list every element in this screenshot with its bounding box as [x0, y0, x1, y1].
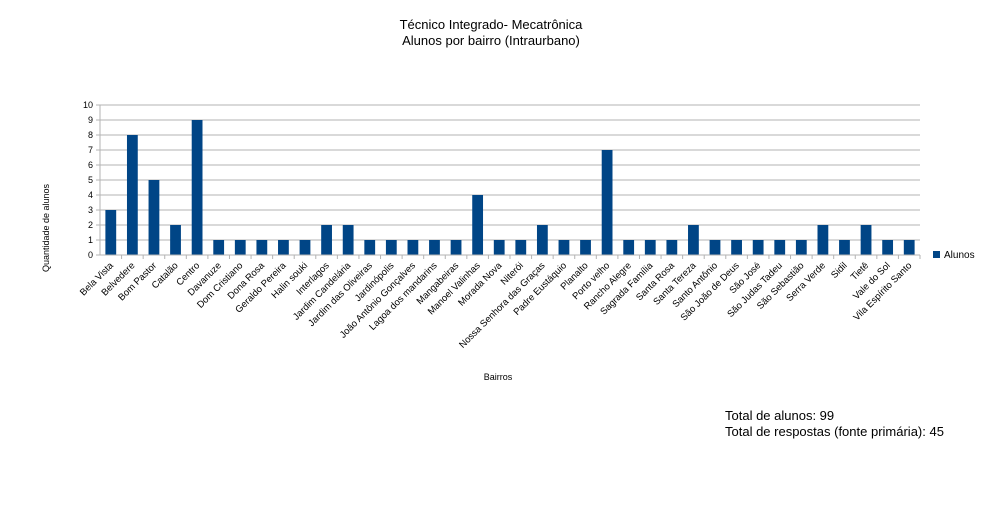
y-tick-label: 3	[88, 205, 93, 215]
y-axis-ticks: 0 1 2 3 4 5 6 7 8 9 10	[83, 100, 100, 260]
bar	[321, 225, 332, 255]
bar	[299, 240, 311, 255]
bar	[882, 240, 894, 255]
summary-notes: Total de alunos: 99 Total de respostas (…	[725, 408, 944, 440]
bar	[903, 240, 915, 255]
bar	[515, 240, 527, 255]
x-axis-label: Bairros	[484, 372, 513, 382]
bar	[795, 240, 807, 255]
bar	[170, 225, 181, 255]
y-tick-label: 4	[88, 190, 93, 200]
y-tick-label: 5	[88, 175, 93, 185]
bar	[817, 225, 829, 255]
bar	[278, 240, 289, 255]
bar	[191, 120, 203, 255]
total-students-note: Total de alunos: 99	[725, 408, 835, 423]
bar	[644, 240, 656, 255]
bar	[364, 240, 376, 255]
bar	[148, 180, 160, 255]
y-tick-label: 0	[88, 250, 93, 260]
bar	[839, 240, 850, 255]
bars	[105, 120, 915, 255]
y-tick-label: 6	[88, 160, 93, 170]
bar	[731, 240, 742, 255]
x-tick-label: Sidil	[829, 260, 849, 280]
legend-label: Alunos	[944, 250, 975, 261]
y-axis-label: Quantidade de alunos	[41, 183, 51, 272]
y-tick-label: 9	[88, 115, 93, 125]
bar	[580, 240, 591, 255]
bar	[666, 240, 678, 255]
y-tick-label: 1	[88, 235, 93, 245]
bar	[342, 225, 354, 255]
legend: Alunos	[933, 250, 975, 261]
total-responses-note: Total de respostas (fonte primária): 45	[725, 424, 944, 439]
bar	[752, 240, 764, 255]
y-tick-label: 2	[88, 220, 93, 230]
bar	[472, 195, 484, 255]
bar	[536, 225, 548, 255]
bar	[407, 240, 419, 255]
y-tick-label: 10	[83, 100, 93, 110]
bar	[126, 135, 138, 255]
y-tick-label: 8	[88, 130, 93, 140]
bar	[601, 150, 613, 255]
chart-subtitle: Alunos por bairro (Intraurbano)	[402, 33, 580, 48]
bar	[256, 240, 268, 255]
bar	[709, 240, 721, 255]
bar	[385, 240, 397, 255]
gridlines	[100, 104, 920, 241]
bar	[774, 240, 786, 255]
bar	[213, 240, 225, 255]
y-tick-label: 7	[88, 145, 93, 155]
bar	[860, 225, 872, 255]
bar	[688, 225, 699, 255]
legend-swatch	[933, 251, 940, 258]
bar	[623, 240, 635, 255]
chart-title: Técnico Integrado- Mecatrônica	[400, 17, 584, 32]
bar	[558, 240, 570, 255]
bar	[429, 240, 440, 255]
bar	[450, 240, 462, 255]
bar	[105, 210, 117, 255]
bar	[234, 240, 246, 255]
bar	[493, 240, 505, 255]
